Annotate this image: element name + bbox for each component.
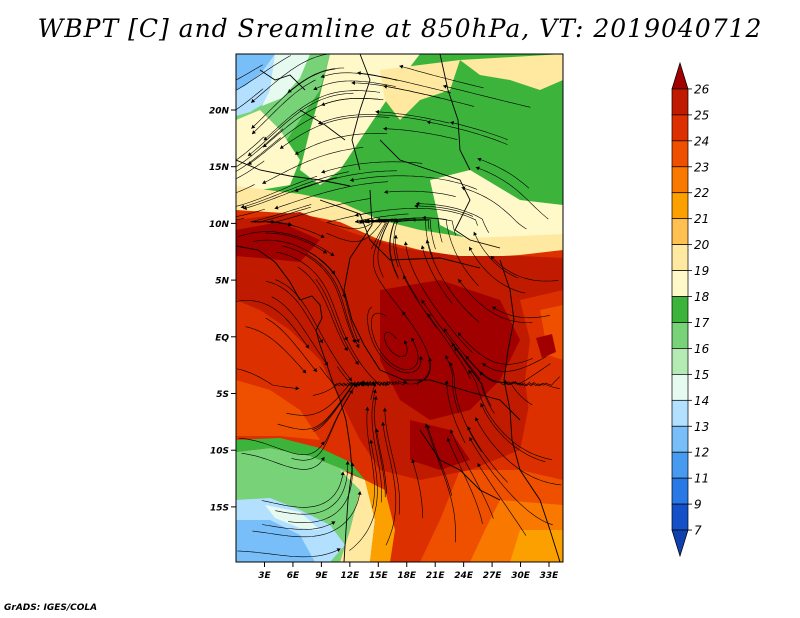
lon-label: 6E xyxy=(287,571,300,581)
colorbar-label: 14 xyxy=(694,394,709,408)
lon-label: 9E xyxy=(315,571,328,581)
colorbar-label: 17 xyxy=(694,316,710,330)
colorbar-label: 19 xyxy=(694,264,709,278)
colorbar-swatch xyxy=(671,477,689,505)
colorbar-swatch xyxy=(671,503,689,531)
colorbar-swatch xyxy=(671,270,689,297)
lon-label: 30E xyxy=(511,571,531,581)
streamlines xyxy=(236,54,562,558)
colorbar-swatch xyxy=(671,88,689,116)
latitude-labels: 20N 15N 10N 5N EQ 5S 10S 15S xyxy=(209,107,236,513)
colorbar-label: 12 xyxy=(694,446,709,460)
lat-label: EQ xyxy=(215,333,229,343)
colorbar-swatch xyxy=(671,529,689,558)
colorbar-swatch xyxy=(671,322,689,349)
lon-label: 33E xyxy=(540,571,560,581)
map-frame xyxy=(235,53,564,563)
southwest-green-region xyxy=(236,448,360,562)
colorbar-label: 25 xyxy=(694,108,709,122)
colorbar-label: 26 xyxy=(694,82,710,96)
lat-label: 10N xyxy=(209,220,230,230)
political-boundaries xyxy=(236,54,561,562)
lat-label: 5S xyxy=(216,390,229,400)
lat-label: 15S xyxy=(210,503,229,513)
colorbar-swatch xyxy=(671,244,689,271)
colorbar-label: 20 xyxy=(694,238,710,252)
northwest-cool-region xyxy=(236,54,300,116)
map-area xyxy=(236,54,563,562)
lon-label: 24E xyxy=(454,571,474,581)
colorbar-swatch xyxy=(671,166,689,194)
colorbar-swatch xyxy=(671,296,689,323)
lat-label: 20N xyxy=(209,107,230,117)
colorbar-label: 9 xyxy=(694,498,702,512)
colorbar-swatch xyxy=(671,374,689,401)
lon-label: 18E xyxy=(397,571,417,581)
colorbar-swatch xyxy=(671,348,689,375)
central-warm-core xyxy=(236,212,563,480)
colorbar-swatch xyxy=(671,451,689,479)
colorbar-label: 18 xyxy=(694,290,710,304)
footer-credit: GrADS: IGES/COLA xyxy=(4,603,98,613)
lon-label: 3E xyxy=(258,571,271,581)
colorbar-swatch xyxy=(671,140,689,168)
lat-label: 15N xyxy=(209,163,230,173)
colorbar-label: 7 xyxy=(694,524,702,538)
colorbar-swatch xyxy=(671,218,689,245)
streamline-arrows xyxy=(236,64,507,552)
colorbar-swatch xyxy=(671,61,689,90)
colorbar-swatch xyxy=(671,425,689,453)
colorbar-label: 22 xyxy=(694,186,709,200)
colorbar-label: 24 xyxy=(694,134,709,148)
map-title: WBPT [C] and Sreamline at 850hPa, VT: 20… xyxy=(37,14,763,43)
colorbar-label: 21 xyxy=(694,212,709,226)
colorbar-swatch xyxy=(671,114,689,142)
longitude-labels: 3E 6E 9E 12E 15E 18E 21E 24E 27E 30E 33E xyxy=(258,562,559,581)
colorbar-label: 23 xyxy=(694,160,709,174)
lon-label: 12E xyxy=(341,571,361,581)
colorbar-swatch xyxy=(671,399,689,427)
lat-label: 10S xyxy=(210,447,229,457)
colorbar-label: 13 xyxy=(694,420,709,434)
north-green-region xyxy=(236,54,563,240)
lon-label: 27E xyxy=(483,571,503,581)
lat-label: 5N xyxy=(215,277,229,287)
colorbar-swatch xyxy=(671,192,689,220)
colorbar-label: 16 xyxy=(694,342,710,356)
lon-label: 21E xyxy=(426,571,446,581)
lon-label: 15E xyxy=(369,571,389,581)
colorbar-label: 15 xyxy=(694,368,709,382)
colorbar-label: 11 xyxy=(694,472,709,486)
colorbar: 26 25 24 23 22 21 20 19 18 17 16 15 14 13 12 11 9 7 xyxy=(671,61,710,558)
